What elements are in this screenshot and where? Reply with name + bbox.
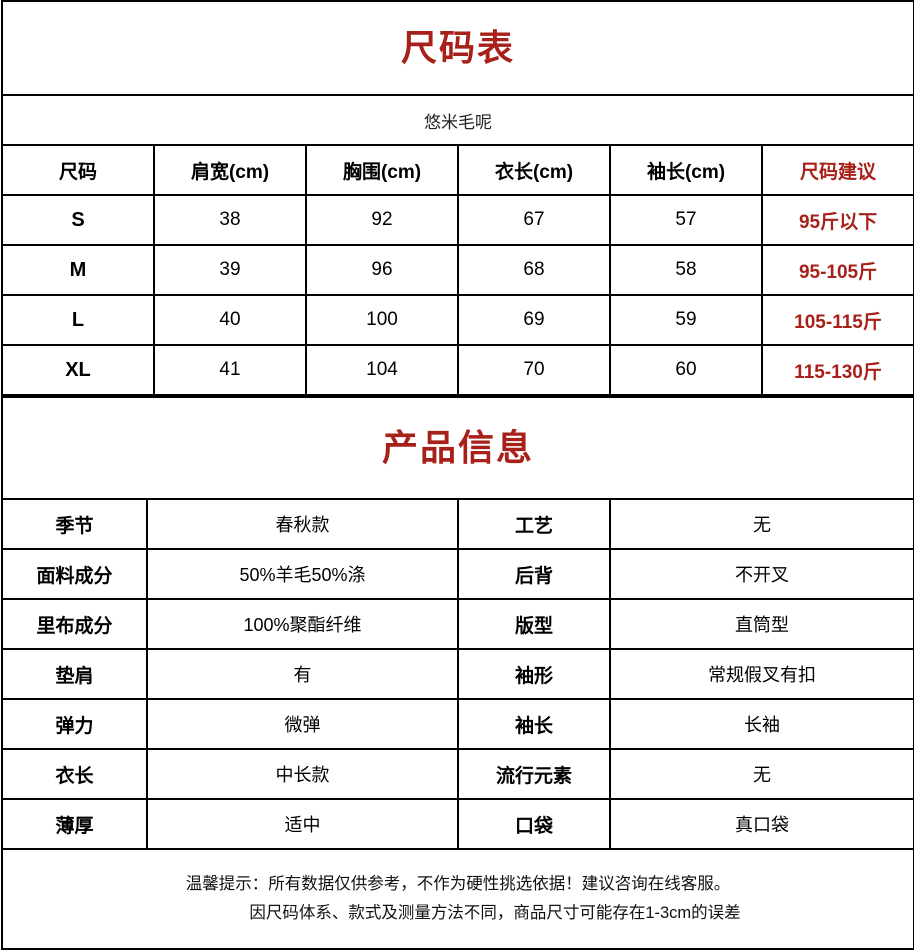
header-shoulder: 肩宽(cm) bbox=[153, 144, 307, 196]
footer-note: 温馨提示：所有数据仅供参考，不作为硬性挑选依据！建议咨询在线客服。 因尺码体系、… bbox=[0, 848, 914, 950]
info-value-left: 微弹 bbox=[146, 698, 459, 750]
size-advice-value: 105-115斤 bbox=[760, 294, 914, 346]
info-value-right: 无 bbox=[608, 748, 914, 800]
info-label-right: 后背 bbox=[457, 548, 611, 600]
info-value-right: 无 bbox=[608, 498, 914, 550]
info-value-left: 有 bbox=[146, 648, 459, 700]
size-advice-value: 95斤以下 bbox=[760, 194, 914, 246]
brand-row: 悠米毛呢 bbox=[0, 94, 914, 146]
info-label-right: 工艺 bbox=[457, 498, 611, 550]
size-label: L bbox=[1, 294, 155, 346]
size-length-value: 67 bbox=[457, 194, 611, 246]
size-label: M bbox=[1, 244, 155, 296]
info-label-right: 口袋 bbox=[457, 798, 611, 850]
size-chart-title: 尺码表 bbox=[0, 0, 914, 96]
size-row-xl: XL 41 104 70 60 115-130斤 bbox=[1, 344, 914, 396]
info-label-right: 版型 bbox=[457, 598, 611, 650]
size-row-m: M 39 96 68 58 95-105斤 bbox=[1, 244, 914, 296]
size-shoulder-value: 39 bbox=[153, 244, 307, 296]
info-label-right: 袖长 bbox=[457, 698, 611, 750]
size-length-value: 69 bbox=[457, 294, 611, 346]
product-info-table: 产品信息 季节 春秋款 工艺 无 面料成分 50%羊毛50%涤 后背 不开叉 里… bbox=[0, 396, 914, 950]
size-shoulder-value: 41 bbox=[153, 344, 307, 396]
info-row-season: 季节 春秋款 工艺 无 bbox=[1, 498, 914, 550]
size-sleeve-value: 57 bbox=[609, 194, 763, 246]
info-label-left: 里布成分 bbox=[1, 598, 148, 650]
size-bust-value: 104 bbox=[305, 344, 459, 396]
info-value-left: 中长款 bbox=[146, 748, 459, 800]
size-bust-value: 100 bbox=[305, 294, 459, 346]
info-value-right: 常规假叉有扣 bbox=[608, 648, 914, 700]
size-shoulder-value: 40 bbox=[153, 294, 307, 346]
header-size: 尺码 bbox=[1, 144, 155, 196]
info-value-right: 直筒型 bbox=[608, 598, 914, 650]
header-size-advice: 尺码建议 bbox=[760, 144, 914, 196]
info-label-left: 衣长 bbox=[1, 748, 148, 800]
size-sleeve-value: 59 bbox=[609, 294, 763, 346]
size-chart-table: 尺码表 悠米毛呢 尺码 肩宽(cm) 胸围(cm) 衣长(cm) 袖长(cm) … bbox=[0, 0, 914, 396]
footer-note-line-2: 因尺码体系、款式及测量方法不同，商品尺寸可能存在1-3cm的误差 bbox=[249, 904, 741, 922]
footer-note-line-1: 温馨提示：所有数据仅供参考，不作为硬性挑选依据！建议咨询在线客服。 bbox=[185, 875, 731, 894]
size-chart-title-row: 尺码表 bbox=[0, 0, 914, 96]
size-length-value: 68 bbox=[457, 244, 611, 296]
size-advice-value: 95-105斤 bbox=[760, 244, 914, 296]
size-length-value: 70 bbox=[457, 344, 611, 396]
info-row-garment-length: 衣长 中长款 流行元素 无 bbox=[1, 748, 914, 800]
size-chart-header-row: 尺码 肩宽(cm) 胸围(cm) 衣长(cm) 袖长(cm) 尺码建议 bbox=[1, 144, 914, 196]
info-row-fabric: 面料成分 50%羊毛50%涤 后背 不开叉 bbox=[1, 548, 914, 600]
info-value-right: 长袖 bbox=[608, 698, 914, 750]
header-bust: 胸围(cm) bbox=[305, 144, 459, 196]
info-label-left: 薄厚 bbox=[1, 798, 148, 850]
size-shoulder-value: 38 bbox=[153, 194, 307, 246]
info-value-left: 适中 bbox=[146, 798, 459, 850]
info-row-lining: 里布成分 100%聚酯纤维 版型 直筒型 bbox=[1, 598, 914, 650]
info-row-elasticity: 弹力 微弹 袖长 长袖 bbox=[1, 698, 914, 750]
info-label-left: 垫肩 bbox=[1, 648, 148, 700]
size-sleeve-value: 60 bbox=[609, 344, 763, 396]
info-value-left: 50%羊毛50%涤 bbox=[146, 548, 459, 600]
header-sleeve: 袖长(cm) bbox=[609, 144, 763, 196]
size-bust-value: 92 bbox=[305, 194, 459, 246]
info-label-left: 弹力 bbox=[1, 698, 148, 750]
info-label-left: 季节 bbox=[1, 498, 148, 550]
info-row-thickness: 薄厚 适中 口袋 真口袋 bbox=[1, 798, 914, 850]
header-length: 衣长(cm) bbox=[457, 144, 611, 196]
size-row-l: L 40 100 69 59 105-115斤 bbox=[1, 294, 914, 346]
footer-note-row: 温馨提示：所有数据仅供参考，不作为硬性挑选依据！建议咨询在线客服。 因尺码体系、… bbox=[0, 848, 914, 950]
product-info-title: 产品信息 bbox=[0, 396, 914, 500]
brand-name: 悠米毛呢 bbox=[0, 94, 914, 146]
info-value-right: 不开叉 bbox=[608, 548, 914, 600]
info-value-right: 真口袋 bbox=[608, 798, 914, 850]
info-row-shoulder-pad: 垫肩 有 袖形 常规假叉有扣 bbox=[1, 648, 914, 700]
size-advice-value: 115-130斤 bbox=[760, 344, 914, 396]
info-label-right: 袖形 bbox=[457, 648, 611, 700]
info-value-left: 春秋款 bbox=[146, 498, 459, 550]
info-label-left: 面料成分 bbox=[1, 548, 148, 600]
size-bust-value: 96 bbox=[305, 244, 459, 296]
size-label: XL bbox=[1, 344, 155, 396]
info-label-right: 流行元素 bbox=[457, 748, 611, 800]
size-row-s: S 38 92 67 57 95斤以下 bbox=[1, 194, 914, 246]
info-value-left: 100%聚酯纤维 bbox=[146, 598, 459, 650]
size-label: S bbox=[1, 194, 155, 246]
size-sleeve-value: 58 bbox=[609, 244, 763, 296]
product-info-title-row: 产品信息 bbox=[0, 396, 914, 500]
